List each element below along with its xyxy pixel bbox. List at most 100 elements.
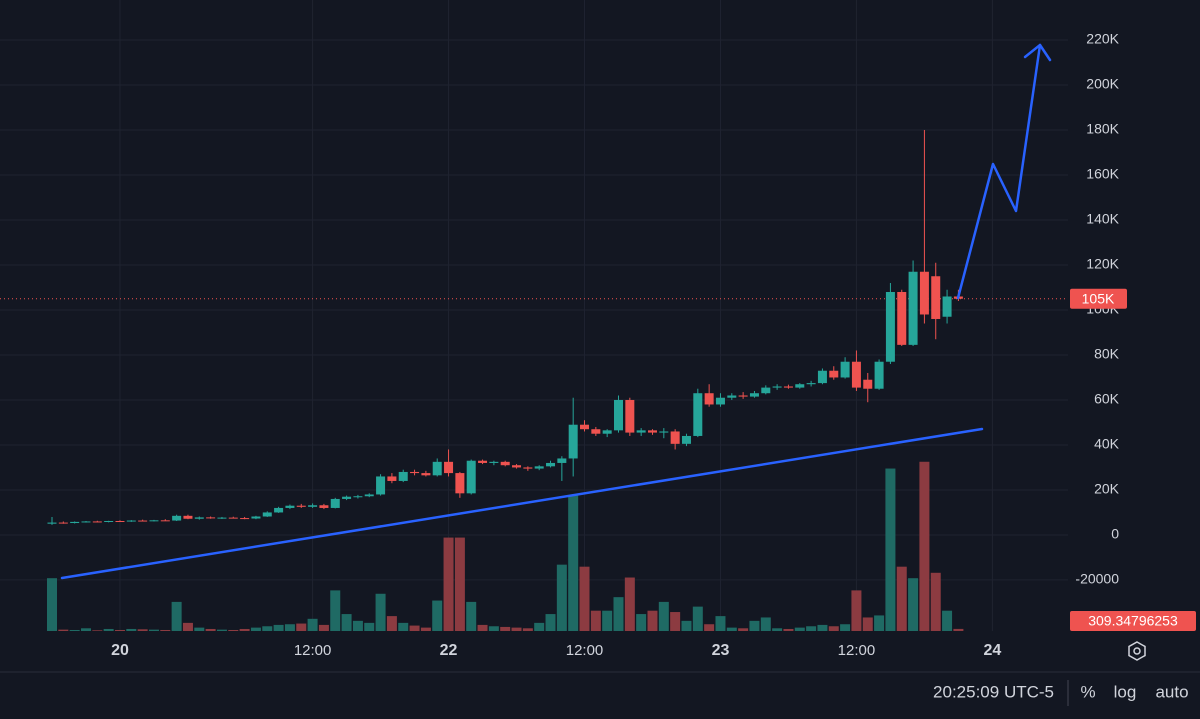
candle-body <box>285 505 295 508</box>
y-tick-label: 60K <box>1094 391 1120 407</box>
candle-body <box>410 471 420 474</box>
volume-bar <box>194 627 205 631</box>
volume-bar <box>398 622 409 631</box>
volume-bar <box>171 601 182 631</box>
candle-body <box>614 399 623 431</box>
candle-body <box>206 517 216 519</box>
volume-bar <box>296 623 307 631</box>
candle-body <box>364 494 374 497</box>
candle-body <box>704 393 714 405</box>
candle-body <box>126 520 136 522</box>
candle-body <box>817 370 827 384</box>
log-toggle[interactable]: log <box>1114 682 1137 701</box>
grid <box>0 0 1068 631</box>
volume-bar <box>545 614 556 631</box>
candle-body <box>489 461 499 463</box>
candle-body <box>625 399 635 433</box>
volume-bar <box>511 627 522 631</box>
volume-bar <box>534 622 545 631</box>
candle-body <box>885 291 895 362</box>
volume-bar <box>930 572 941 631</box>
volume-bar <box>953 628 964 631</box>
candle-body <box>568 424 578 459</box>
volume-bar <box>874 615 885 631</box>
candle-body <box>647 430 657 433</box>
candle-body <box>274 507 284 513</box>
candle-body <box>47 522 57 524</box>
x-tick-label: 22 <box>440 642 458 659</box>
candle-body <box>92 521 102 523</box>
candle-body <box>217 517 227 519</box>
volume-bar <box>760 617 771 631</box>
candle-body <box>104 520 114 522</box>
volume-bar <box>216 629 227 631</box>
candle-body <box>58 522 68 524</box>
candle-body <box>715 397 725 405</box>
auto-toggle[interactable]: auto <box>1155 682 1188 701</box>
volume-bar <box>330 590 341 631</box>
y-tick-label: 160K <box>1086 166 1119 182</box>
candle-body <box>262 512 272 517</box>
arrow-head <box>1023 43 1052 62</box>
x-tick-label: 20 <box>111 642 129 659</box>
candle-body <box>432 461 442 476</box>
volume-bar <box>556 564 567 631</box>
volume-bar <box>851 590 862 631</box>
candle-body <box>183 515 193 519</box>
candle-body <box>376 476 386 495</box>
candle-body <box>931 276 941 319</box>
y-tick-label: -20000 <box>1075 571 1119 587</box>
candle-body <box>81 521 91 523</box>
volume-bar <box>522 628 533 631</box>
candle-body <box>591 429 601 434</box>
volume-bar <box>692 606 703 631</box>
volume-bar <box>160 629 171 631</box>
volume-bar <box>828 626 839 631</box>
y-tick-label: 120K <box>1086 256 1119 272</box>
volume-bar <box>205 628 216 631</box>
percent-toggle[interactable]: % <box>1080 682 1095 701</box>
volume-bar <box>885 468 896 631</box>
candle-body <box>115 520 125 522</box>
candle-body <box>727 395 737 398</box>
candle-body <box>500 461 510 466</box>
clock: 20:25:09 UTC-5 <box>933 682 1054 701</box>
candle-body <box>659 431 669 433</box>
volume-bar <box>636 614 647 631</box>
volume-bar <box>738 628 749 631</box>
volume-bar <box>341 614 352 631</box>
volume-bar <box>568 495 579 631</box>
volume-badge <box>1070 611 1196 631</box>
candle-body <box>851 361 861 388</box>
volume-bar <box>386 616 397 631</box>
settings-icon[interactable] <box>1128 641 1146 661</box>
x-tick-label: 24 <box>983 642 1001 659</box>
volume-bar <box>488 626 499 631</box>
candle-body <box>308 505 318 507</box>
volume-bar <box>262 626 273 631</box>
candle-body <box>670 431 680 444</box>
candle-body <box>863 379 873 389</box>
candle-body <box>138 520 148 522</box>
candle-body <box>829 370 839 378</box>
volume-bar <box>602 610 613 631</box>
volume-bar <box>466 601 477 631</box>
volume-bar <box>126 628 137 631</box>
volume-bar <box>364 622 375 631</box>
price-layer <box>0 130 1068 525</box>
volume-bar <box>477 624 488 631</box>
y-tick-label: 180K <box>1086 121 1119 137</box>
y-tick-label: 20K <box>1094 481 1120 497</box>
volume-bar <box>409 625 420 631</box>
volume-bar <box>794 627 805 631</box>
volume-bar <box>375 593 386 631</box>
y-tick-label: 200K <box>1086 76 1119 92</box>
volume-bar <box>92 630 103 631</box>
y-tick-label: 240K <box>1086 0 1119 2</box>
candle-body <box>636 430 646 433</box>
candle-body <box>919 271 929 315</box>
candle-body <box>874 361 884 389</box>
volume-bar <box>862 617 873 631</box>
